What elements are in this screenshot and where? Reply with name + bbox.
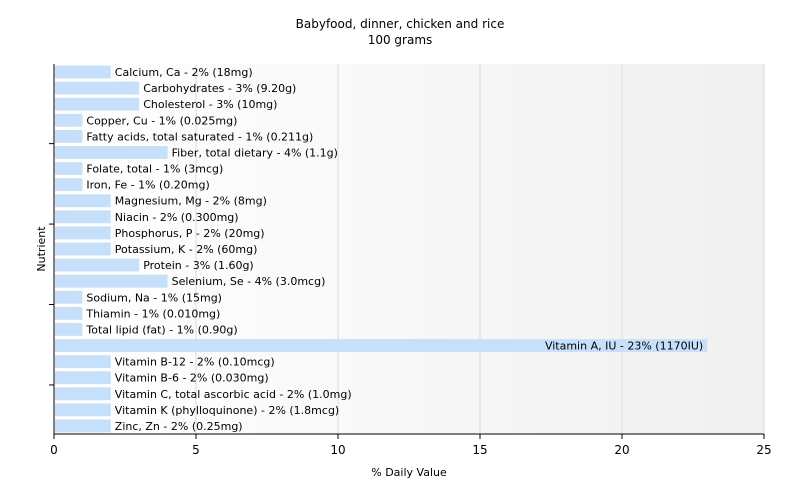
bar-data-label: Potassium, K - 2% (60mg) bbox=[115, 243, 258, 256]
bar bbox=[55, 210, 111, 224]
bar bbox=[55, 194, 111, 208]
bar bbox=[55, 258, 140, 272]
gridlines bbox=[195, 64, 765, 434]
bar-data-label: Zinc, Zn - 2% (0.25mg) bbox=[115, 420, 243, 433]
bar bbox=[55, 290, 83, 304]
bar bbox=[55, 97, 140, 111]
bar-data-label: Cholesterol - 3% (10mg) bbox=[143, 98, 277, 111]
bar-data-label: Selenium, Se - 4% (3.0mcg) bbox=[172, 275, 326, 288]
bar-data-label: Vitamin A, IU - 23% (1170IU) bbox=[545, 340, 703, 353]
bar bbox=[55, 371, 111, 385]
y-axis-title: Nutrient bbox=[35, 226, 48, 272]
bar bbox=[55, 387, 111, 401]
bar-data-label: Fiber, total dietary - 4% (1.1g) bbox=[172, 146, 338, 159]
bar-labels: Calcium, Ca - 2% (18mg) Carbohydrates - 3… bbox=[85, 66, 703, 433]
bar bbox=[55, 146, 168, 159]
bar-data-label: Protein - 3% (1.60g) bbox=[143, 259, 254, 272]
bar-data-label: Niacin - 2% (0.300mg) bbox=[115, 211, 239, 224]
bar-data-label: Phosphorus, P - 2% (20mg) bbox=[115, 227, 265, 240]
bar-data-label: Vitamin C, total ascorbic acid - 2% (1.0… bbox=[115, 388, 352, 401]
bar-data-label: Iron, Fe - 1% (0.20mg) bbox=[86, 179, 209, 192]
bar-data-label: Vitamin B-12 - 2% (0.10mcg) bbox=[115, 356, 275, 369]
bar bbox=[55, 178, 83, 192]
bar bbox=[55, 129, 83, 143]
plot-area bbox=[54, 64, 764, 434]
x-tick-label: 5 bbox=[192, 443, 200, 457]
bar-data-label: Thiamin - 1% (0.010mg) bbox=[85, 307, 220, 320]
bars bbox=[55, 65, 708, 433]
bar-data-label: Vitamin K (phylloquinone) - 2% (1.8mcg) bbox=[115, 404, 339, 417]
bar-data-label: Fatty acids, total saturated - 1% (0.211… bbox=[86, 130, 313, 143]
bar bbox=[55, 339, 708, 352]
x-tick-label: 15 bbox=[472, 443, 487, 457]
x-tick-label: 20 bbox=[614, 443, 629, 457]
bar-data-label: Magnesium, Mg - 2% (8mg) bbox=[115, 195, 267, 208]
x-tick-label: 0 bbox=[50, 443, 58, 457]
bar bbox=[55, 65, 111, 79]
x-tick-label: 25 bbox=[756, 443, 771, 457]
bar bbox=[55, 403, 111, 417]
bar bbox=[55, 81, 140, 95]
bar bbox=[55, 242, 111, 256]
bar bbox=[55, 323, 83, 336]
chart-subtitle: 100 grams bbox=[368, 33, 433, 47]
chart-title: Babyfood, dinner, chicken and rice bbox=[296, 17, 505, 31]
bar bbox=[55, 113, 83, 127]
bar-data-label: Copper, Cu - 1% (0.025mg) bbox=[86, 114, 237, 127]
bar-data-label: Total lipid (fat) - 1% (0.90g) bbox=[85, 323, 237, 336]
bar-data-label: Carbohydrates - 3% (9.20g) bbox=[143, 82, 296, 95]
bar bbox=[55, 355, 111, 369]
bar bbox=[55, 274, 168, 288]
bar-data-label: Vitamin B-6 - 2% (0.030mg) bbox=[115, 372, 269, 385]
axes: 0 5 10 15 20 25 bbox=[49, 64, 772, 457]
bar bbox=[55, 226, 111, 240]
bar bbox=[55, 162, 83, 175]
x-tick-label: 10 bbox=[330, 443, 345, 457]
bar-data-label: Sodium, Na - 1% (15mg) bbox=[86, 291, 222, 304]
bar-data-label: Calcium, Ca - 2% (18mg) bbox=[115, 66, 253, 79]
bar bbox=[55, 419, 111, 433]
bar-data-label: Folate, total - 1% (3mcg) bbox=[86, 163, 223, 176]
bar bbox=[55, 306, 83, 320]
x-axis-title: % Daily Value bbox=[371, 466, 447, 479]
